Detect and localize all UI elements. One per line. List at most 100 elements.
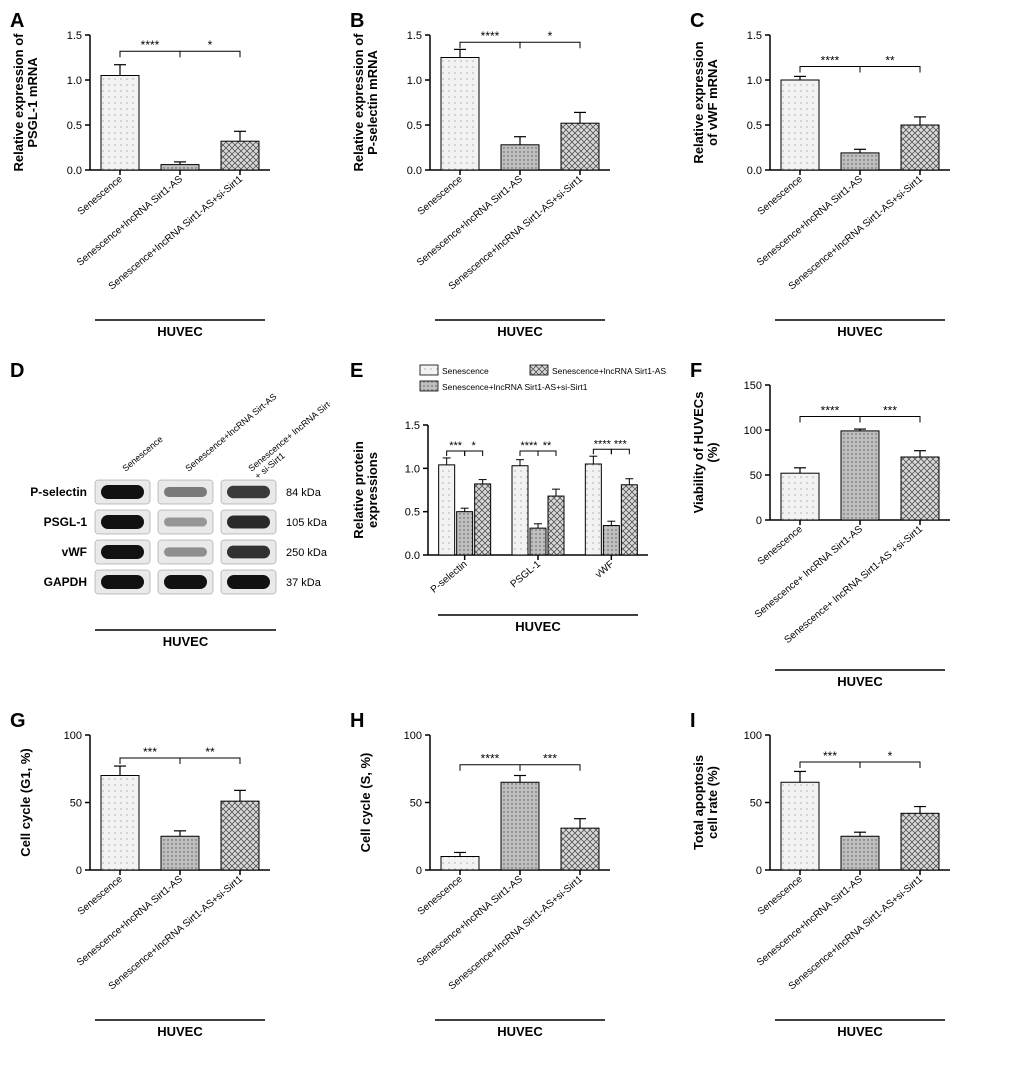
- svg-text:**: **: [205, 745, 215, 759]
- svg-text:Viability of HUVECs(%): Viability of HUVECs(%): [691, 392, 720, 514]
- panel-label-h: H: [350, 710, 364, 733]
- svg-text:****: ****: [141, 38, 160, 52]
- svg-text:Relative proteinexpressions: Relative proteinexpressions: [351, 441, 380, 539]
- svg-text:Cell cycle (S, %): Cell cycle (S, %): [358, 753, 373, 853]
- chart-a: 0.0 0.5 1.0 1.5 Relative expression ofPSGL-1…: [10, 10, 330, 350]
- svg-text:0.5: 0.5: [407, 120, 422, 132]
- svg-text:100: 100: [404, 730, 422, 742]
- svg-text:37 kDa: 37 kDa: [286, 577, 322, 589]
- svg-text:PSGL-1: PSGL-1: [509, 559, 544, 591]
- svg-text:0.0: 0.0: [405, 550, 420, 562]
- chart-h: 050100Cell cycle (S, %)SenescenceSenesce…: [350, 710, 670, 1050]
- svg-text:0: 0: [756, 515, 762, 527]
- svg-text:***: ***: [823, 749, 837, 763]
- svg-text:100: 100: [744, 730, 762, 742]
- svg-text:vWF: vWF: [593, 559, 616, 581]
- panel-g: G 050100Cell cycle (G1, %)SenescenceSene…: [10, 710, 330, 1050]
- svg-text:Senescence+lncRNA Sirt1-AS+si-: Senescence+lncRNA Sirt1-AS+si-Sirt1: [787, 174, 926, 293]
- svg-text:***: ***: [543, 752, 557, 766]
- svg-text:Senescence: Senescence: [442, 366, 489, 376]
- svg-text:****: ****: [481, 752, 500, 766]
- svg-text:0.0: 0.0: [747, 165, 762, 177]
- svg-text:1.0: 1.0: [405, 463, 420, 475]
- svg-text:1.0: 1.0: [407, 75, 422, 87]
- chart-f: 050100150Viability of HUVECs(%)Senescenc…: [690, 360, 1010, 700]
- chart-e: Senescence Senescence+lncRNA Sirt1-AS Sene…: [350, 360, 670, 700]
- svg-text:****: ****: [594, 438, 612, 450]
- svg-text:Senescence+lncRNA Sirt1-AS+si-: Senescence+lncRNA Sirt1-AS+si-Sirt1: [107, 174, 246, 293]
- svg-text:0: 0: [756, 865, 762, 877]
- svg-text:P-selectin: P-selectin: [429, 559, 470, 596]
- svg-text:50: 50: [70, 798, 82, 810]
- svg-text:Senescence+lncRNA Sirt1-AS+si-: Senescence+lncRNA Sirt1-AS+si-Sirt1: [447, 174, 586, 293]
- svg-text:HUVEC: HUVEC: [157, 1024, 203, 1039]
- svg-text:*: *: [208, 38, 213, 52]
- panel-f: F 050100150Viability of HUVECs(%)Senesce…: [690, 360, 1010, 700]
- svg-text:Senescence+lncRNA Sirt1-AS: Senescence+lncRNA Sirt1-AS: [755, 174, 865, 269]
- svg-text:HUVEC: HUVEC: [837, 674, 883, 689]
- panel-e: E SenescenceSenescence+lncRNA Sirt1-ASSe…: [350, 360, 670, 700]
- svg-text:Senescence: Senescence: [756, 524, 806, 568]
- svg-text:Total apoptosiscell rate (%): Total apoptosiscell rate (%): [691, 755, 720, 850]
- panel-label-i: I: [690, 710, 696, 733]
- panel-label-g: G: [10, 710, 26, 733]
- svg-text:*: *: [548, 29, 553, 43]
- panel-h: H 050100Cell cycle (S, %)SenescenceSenes…: [350, 710, 670, 1050]
- svg-text:100: 100: [744, 425, 762, 437]
- svg-text:Senescence+lncRNA Sirt1-AS: Senescence+lncRNA Sirt1-AS: [415, 874, 525, 969]
- svg-text:HUVEC: HUVEC: [497, 324, 543, 339]
- svg-text:*: *: [888, 749, 893, 763]
- svg-text:Senescence: Senescence: [76, 174, 126, 218]
- svg-text:0.5: 0.5: [405, 507, 420, 519]
- svg-text:0.5: 0.5: [747, 120, 762, 132]
- svg-text:Relative expression ofPSGL-1 m: Relative expression ofPSGL-1 mRNA: [11, 33, 40, 172]
- svg-text:1.0: 1.0: [67, 75, 82, 87]
- svg-text:Senescence+ lncRNA Sirt1-AS: Senescence+ lncRNA Sirt1-AS: [753, 524, 865, 621]
- svg-text:Senescence+lncRNA Sirt1-AS+si-: Senescence+lncRNA Sirt1-AS+si-Sirt1: [442, 382, 588, 392]
- svg-text:0.0: 0.0: [407, 165, 422, 177]
- panel-label-b: B: [350, 10, 364, 33]
- svg-text:****: ****: [821, 404, 840, 418]
- svg-text:Relative expressionof vWF mRNA: Relative expressionof vWF mRNA: [691, 41, 720, 163]
- svg-text:HUVEC: HUVEC: [497, 1024, 543, 1039]
- panel-b: B 0.00.51.01.5Relative expression ofP-se…: [350, 10, 670, 350]
- svg-text:**: **: [543, 440, 552, 452]
- svg-text:Cell cycle (G1, %): Cell cycle (G1, %): [18, 748, 33, 856]
- svg-text:***: ***: [883, 404, 897, 418]
- svg-text:Senescence: Senescence: [416, 174, 466, 218]
- panel-label-a: A: [10, 10, 24, 33]
- svg-text:HUVEC: HUVEC: [157, 324, 203, 339]
- panel-i: I 050100Total apoptosiscell rate (%)Sene…: [690, 710, 1010, 1050]
- svg-text:0.0: 0.0: [67, 165, 82, 177]
- panel-d: D SenescenceSenescence+lncRNA Sirt-ASSen…: [10, 360, 330, 700]
- svg-text:Senescence+lncRNA Sirt1-AS: Senescence+lncRNA Sirt1-AS: [75, 874, 185, 969]
- svg-text:Senescence: Senescence: [756, 874, 806, 918]
- svg-text:1.5: 1.5: [405, 420, 420, 432]
- svg-text:0: 0: [76, 865, 82, 877]
- svg-text:Senescence+ lncRNA Sirt1-AS +s: Senescence+ lncRNA Sirt1-AS +si-Sirt1: [782, 524, 925, 646]
- svg-text:105 kDa: 105 kDa: [286, 517, 328, 529]
- svg-text:150: 150: [744, 380, 762, 392]
- svg-text:***: ***: [143, 745, 157, 759]
- svg-text:Senescence+lncRNA Sirt1-AS: Senescence+lncRNA Sirt1-AS: [75, 174, 185, 269]
- svg-text:HUVEC: HUVEC: [837, 1024, 883, 1039]
- svg-text:0: 0: [416, 865, 422, 877]
- svg-text:**: **: [885, 54, 895, 68]
- svg-text:Senescence: Senescence: [416, 874, 466, 918]
- svg-text:Senescence+lncRNA Sirt1-AS: Senescence+lncRNA Sirt1-AS: [552, 366, 666, 376]
- svg-text:GAPDH: GAPDH: [44, 575, 87, 589]
- svg-text:PSGL-1: PSGL-1: [44, 515, 88, 529]
- svg-text:1.5: 1.5: [67, 30, 82, 42]
- svg-text:Senescence+lncRNA Sirt1-AS+si-: Senescence+lncRNA Sirt1-AS+si-Sirt1: [107, 874, 246, 993]
- panel-label-f: F: [690, 360, 702, 383]
- svg-text:1.5: 1.5: [407, 30, 422, 42]
- svg-text:Senescence: Senescence: [756, 174, 806, 218]
- panel-label-e: E: [350, 360, 363, 383]
- svg-text:1.0: 1.0: [747, 75, 762, 87]
- chart-g: 050100Cell cycle (G1, %)SenescenceSenesc…: [10, 710, 330, 1050]
- svg-text:Senescence+lncRNA Sirt1-AS: Senescence+lncRNA Sirt1-AS: [755, 874, 865, 969]
- svg-text:0.5: 0.5: [67, 120, 82, 132]
- svg-text:1.5: 1.5: [747, 30, 762, 42]
- panel-label-c: C: [690, 10, 704, 33]
- svg-text:P-selectin: P-selectin: [30, 485, 87, 499]
